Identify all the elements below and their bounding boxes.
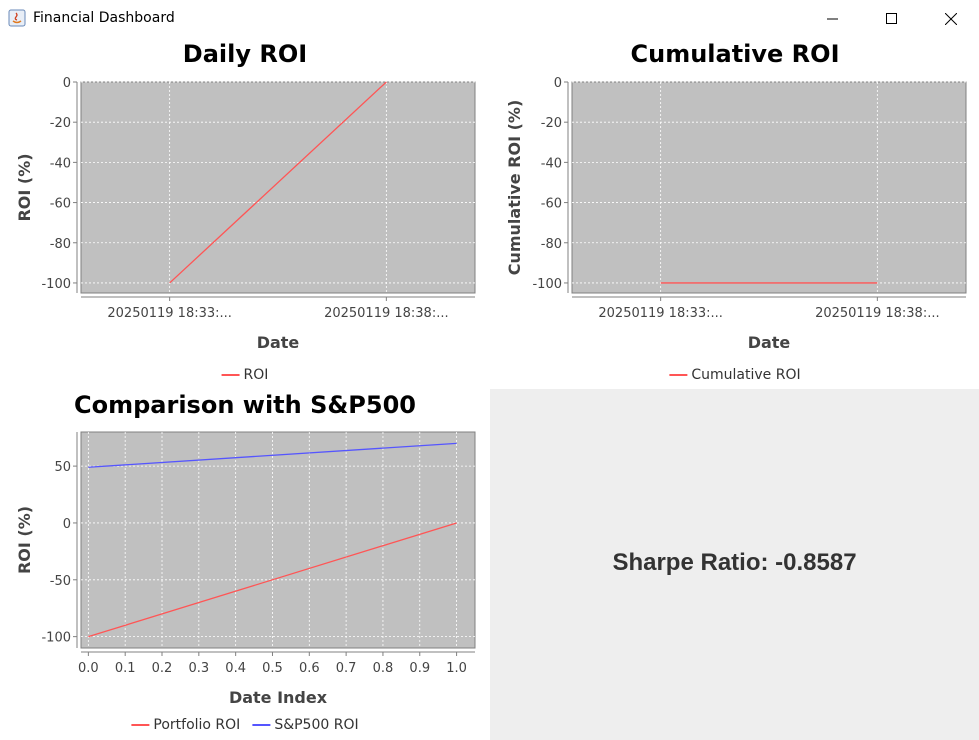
plot-area (80, 431, 476, 649)
x-axis-label: Date Index (229, 688, 328, 707)
minimize-button[interactable] (810, 4, 856, 34)
legend-swatch (669, 374, 688, 376)
cumulative-roi-legend: Cumulative ROI (665, 367, 804, 383)
y-tick-label: 0 (63, 517, 71, 532)
legend-swatch (221, 374, 240, 376)
legend-item-roi: ROI (221, 367, 269, 383)
series-line-s-p500-roi (88, 442, 457, 468)
x-tick-label: 20250119 18:38:... (815, 306, 940, 321)
x-axis-label: Date (748, 333, 791, 352)
maximize-button[interactable] (869, 4, 915, 34)
y-tick-label: -80 (50, 237, 71, 252)
series-line-roi (169, 81, 387, 284)
x-tick-label: 0.0 (78, 661, 99, 676)
cumulative-roi-chart-panel: Cumulative ROI 0 -20 -40 -60 -80 -100 20250119… (490, 38, 979, 389)
y-tick-label: -40 (541, 156, 562, 171)
comparison-title: Comparison with S&P500 (74, 391, 416, 419)
y-tick-label: -20 (541, 116, 562, 131)
comparison-plot: 50 0 -50 -100 0.0 0.1 0.2 0.3 0.4 0.5 0.6 0.7 0.8 0.9… (15, 431, 476, 707)
y-axis-label: Cumulative ROI (%) (505, 100, 524, 276)
minimize-icon (827, 18, 838, 20)
daily-roi-plot: 0 -20 -40 -60 -80 -100 20250119 18:33:... 20250… (15, 76, 476, 352)
legend-label-roi: ROI (243, 367, 269, 383)
legend-swatch (252, 724, 271, 726)
x-tick-label: 0.6 (299, 661, 320, 676)
plot-area (80, 81, 476, 294)
x-tick-label: 0.4 (225, 661, 246, 676)
legend-label-sp500-roi: S&P500 ROI (274, 717, 359, 733)
y-tick-label: -100 (41, 631, 71, 646)
plot-area (571, 81, 967, 294)
java-app-icon (8, 9, 26, 27)
legend-item-sp500-roi: S&P500 ROI (252, 717, 359, 733)
y-tick-label: -100 (532, 277, 562, 292)
series-line-portfolio-roi (88, 522, 457, 638)
window-titlebar: Financial Dashboard (0, 0, 979, 38)
y-tick-label: -40 (50, 156, 71, 171)
y-tick-label: -60 (541, 197, 562, 212)
x-tick-label: 0.9 (409, 661, 430, 676)
y-axis-label: ROI (%) (15, 153, 34, 221)
legend-item-portfolio-roi: Portfolio ROI (131, 717, 240, 733)
x-tick-label: 20250119 18:33:... (598, 306, 723, 321)
comparison-legend: Portfolio ROI S&P500 ROI (127, 717, 362, 733)
x-tick-label: 0.8 (373, 661, 394, 676)
sharpe-ratio-label: Sharpe Ratio: -0.8587 (612, 549, 857, 576)
x-tick-label: 0.5 (262, 661, 283, 676)
daily-roi-legend: ROI (218, 367, 273, 383)
maximize-icon (886, 13, 897, 24)
y-tick-label: 0 (63, 76, 71, 91)
x-tick-label: 0.3 (188, 661, 209, 676)
legend-label-portfolio-roi: Portfolio ROI (153, 717, 241, 733)
close-icon (945, 13, 957, 25)
comparison-chart-panel: Comparison with S&P500 50 0 -50 -100 0.0 0.1 0… (0, 389, 490, 740)
y-tick-label: -20 (50, 116, 71, 131)
legend-label-cumulative-roi: Cumulative ROI (691, 367, 801, 383)
y-tick-label: 0 (554, 76, 562, 91)
window-title: Financial Dashboard (33, 10, 175, 26)
y-axis-label: ROI (%) (15, 506, 34, 574)
x-tick-label: 1.0 (446, 661, 467, 676)
x-tick-label: 0.7 (336, 661, 357, 676)
daily-roi-title: Daily ROI (182, 40, 308, 68)
y-tick-label: -80 (541, 237, 562, 252)
legend-item-cumulative-roi: Cumulative ROI (669, 367, 801, 383)
y-tick-label: 50 (54, 460, 71, 475)
cumulative-roi-plot: 0 -20 -40 -60 -80 -100 20250119 18:33:... 20250… (505, 76, 967, 352)
x-tick-label: 0.2 (152, 661, 173, 676)
legend-swatch (131, 724, 150, 726)
y-tick-label: -100 (41, 277, 71, 292)
x-tick-label: 20250119 18:38:... (324, 306, 449, 321)
y-tick-label: -60 (50, 197, 71, 212)
daily-roi-chart-panel: Daily ROI 0 -20 -40 -60 -80 -100 20250119 18:3… (0, 38, 490, 389)
x-tick-label: 20250119 18:33:... (107, 306, 232, 321)
y-tick-label: -50 (50, 574, 71, 589)
sharpe-ratio-panel: Sharpe Ratio: -0.8587 (490, 389, 979, 740)
x-tick-label: 0.1 (115, 661, 136, 676)
cumulative-roi-title: Cumulative ROI (630, 40, 840, 68)
close-button[interactable] (928, 4, 974, 34)
x-axis-label: Date (257, 333, 300, 352)
